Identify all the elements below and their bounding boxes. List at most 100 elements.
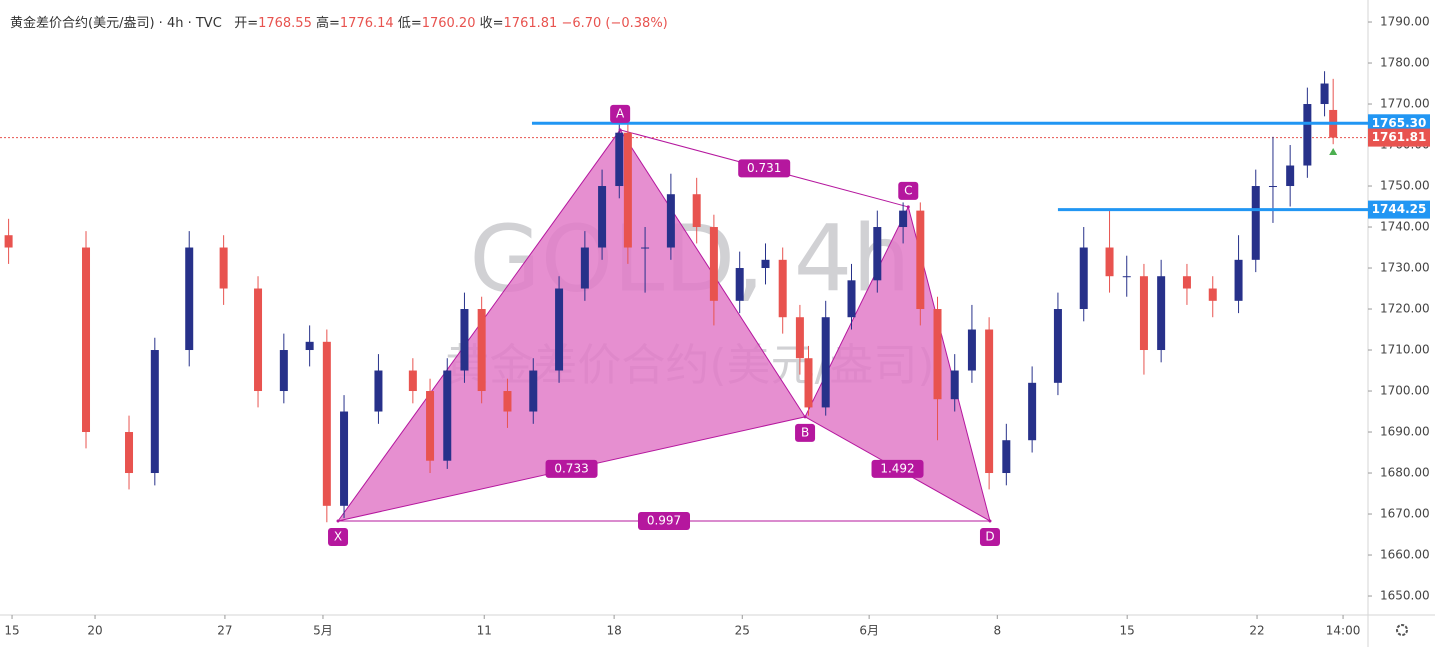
ohlc-value: 1760.20 [421, 16, 476, 31]
ohlc-label: 高= [316, 16, 340, 31]
ratio-label: 1.492 [880, 461, 914, 475]
ohlc-label: 开= [234, 16, 259, 31]
candle-body [4, 235, 13, 248]
candle-body [795, 317, 804, 359]
y-tick-label: 1660.00 [1380, 548, 1430, 562]
last-price-box [1368, 128, 1430, 147]
y-tick-label: 1710.00 [1380, 343, 1430, 357]
candle-body [778, 259, 787, 318]
candle-body [254, 288, 263, 392]
x-tick-label: 25 [735, 624, 750, 638]
candle-body [374, 370, 383, 412]
level-label-box [1368, 114, 1430, 133]
candle-body [426, 391, 435, 461]
candle-body [623, 132, 632, 248]
level-label: 1744.25 [1372, 202, 1427, 216]
interval: 4h [166, 16, 184, 31]
candle-body [735, 268, 744, 301]
pattern-point [988, 519, 992, 523]
pattern-point-box [328, 527, 349, 546]
y-tick-label: 1700.00 [1380, 384, 1430, 398]
ohlc-value: 1761.81 [503, 16, 558, 31]
x-tick-label: 15 [1120, 624, 1135, 638]
pattern-point-label: A [616, 106, 625, 120]
candle-body [1208, 288, 1217, 301]
ratio-label: 0.997 [647, 513, 681, 527]
change: −6.70 [561, 16, 602, 31]
candle-body [82, 247, 91, 433]
candle-body [598, 186, 607, 248]
candle-body [219, 247, 228, 289]
ratio-box [545, 459, 598, 478]
pattern-point-box [610, 104, 631, 123]
y-tick-label: 1750.00 [1380, 179, 1430, 193]
candle-body [1320, 83, 1329, 105]
x-tick-label: 8 [993, 624, 1001, 638]
ohlc: 开=1768.55 高=1776.14 低=1760.20 收=1761.81 [234, 16, 561, 31]
pattern-point-label: D [985, 529, 994, 543]
candle-body [1053, 309, 1062, 383]
candle-body [555, 288, 564, 371]
candle-body [1182, 276, 1191, 289]
pattern-point-label: C [904, 183, 912, 197]
candle-body [408, 370, 417, 392]
candle-body [1002, 440, 1011, 474]
y-tick-label: 1690.00 [1380, 425, 1430, 439]
symbol: 黄金差价合约(美元/盎司) [10, 16, 155, 31]
pattern-point [336, 519, 340, 523]
y-tick-label: 1670.00 [1380, 507, 1430, 521]
pattern-point [906, 205, 910, 209]
ohlc-label: 收= [479, 16, 504, 31]
candle-body [279, 350, 288, 392]
candle-body [916, 210, 925, 310]
y-tick-label: 1680.00 [1380, 466, 1430, 480]
candle-body [150, 350, 159, 474]
candle-body [761, 259, 770, 269]
candle-body [1234, 259, 1243, 301]
pattern-point-label: B [801, 425, 809, 439]
candle-body [692, 194, 701, 228]
candle-body [641, 247, 650, 249]
candle-body [615, 132, 624, 187]
candle-body [322, 341, 331, 506]
candle-body [899, 210, 908, 228]
pattern-point-label: X [334, 529, 342, 543]
pattern-point-box [795, 423, 816, 442]
ohlc-value: 1768.55 [258, 16, 312, 31]
x-tick-label: 14:00 [1326, 624, 1361, 638]
candle-body [950, 370, 959, 400]
candle-body [340, 411, 349, 506]
candle-body [477, 309, 486, 392]
candle-body [1286, 165, 1295, 187]
level-label-box [1368, 200, 1430, 219]
ratio-label: 0.731 [747, 161, 781, 175]
candle-body [125, 432, 134, 474]
candle-body [1079, 247, 1088, 310]
candle-body [503, 391, 512, 412]
candle-body [1028, 382, 1037, 441]
x-tick-label: 5月 [313, 624, 333, 638]
last-price-label: 1761.81 [1372, 130, 1427, 144]
ratio-box [738, 159, 791, 178]
y-tick-label: 1650.00 [1380, 589, 1430, 603]
candle-body [1139, 276, 1148, 351]
header: 黄金差价合约(美元/盎司) · 4h · TVC 开=1768.55 高=177… [10, 16, 668, 31]
candle-body [804, 358, 813, 408]
y-tick-label: 1730.00 [1380, 261, 1430, 275]
candle-body [1303, 104, 1312, 166]
candle-body [460, 309, 469, 371]
pattern-fill [338, 129, 806, 521]
x-tick-label: 18 [606, 624, 621, 638]
level-label: 1765.30 [1372, 116, 1427, 130]
y-tick-label: 1740.00 [1380, 220, 1430, 234]
candle-body [305, 341, 314, 351]
candle-body [1251, 186, 1260, 260]
candle-body [580, 247, 589, 289]
y-tick-label: 1720.00 [1380, 302, 1430, 316]
y-tick-label: 1790.00 [1380, 15, 1430, 29]
candle-body [529, 370, 538, 412]
settings-icon [1396, 624, 1408, 636]
candle-body [821, 317, 830, 408]
